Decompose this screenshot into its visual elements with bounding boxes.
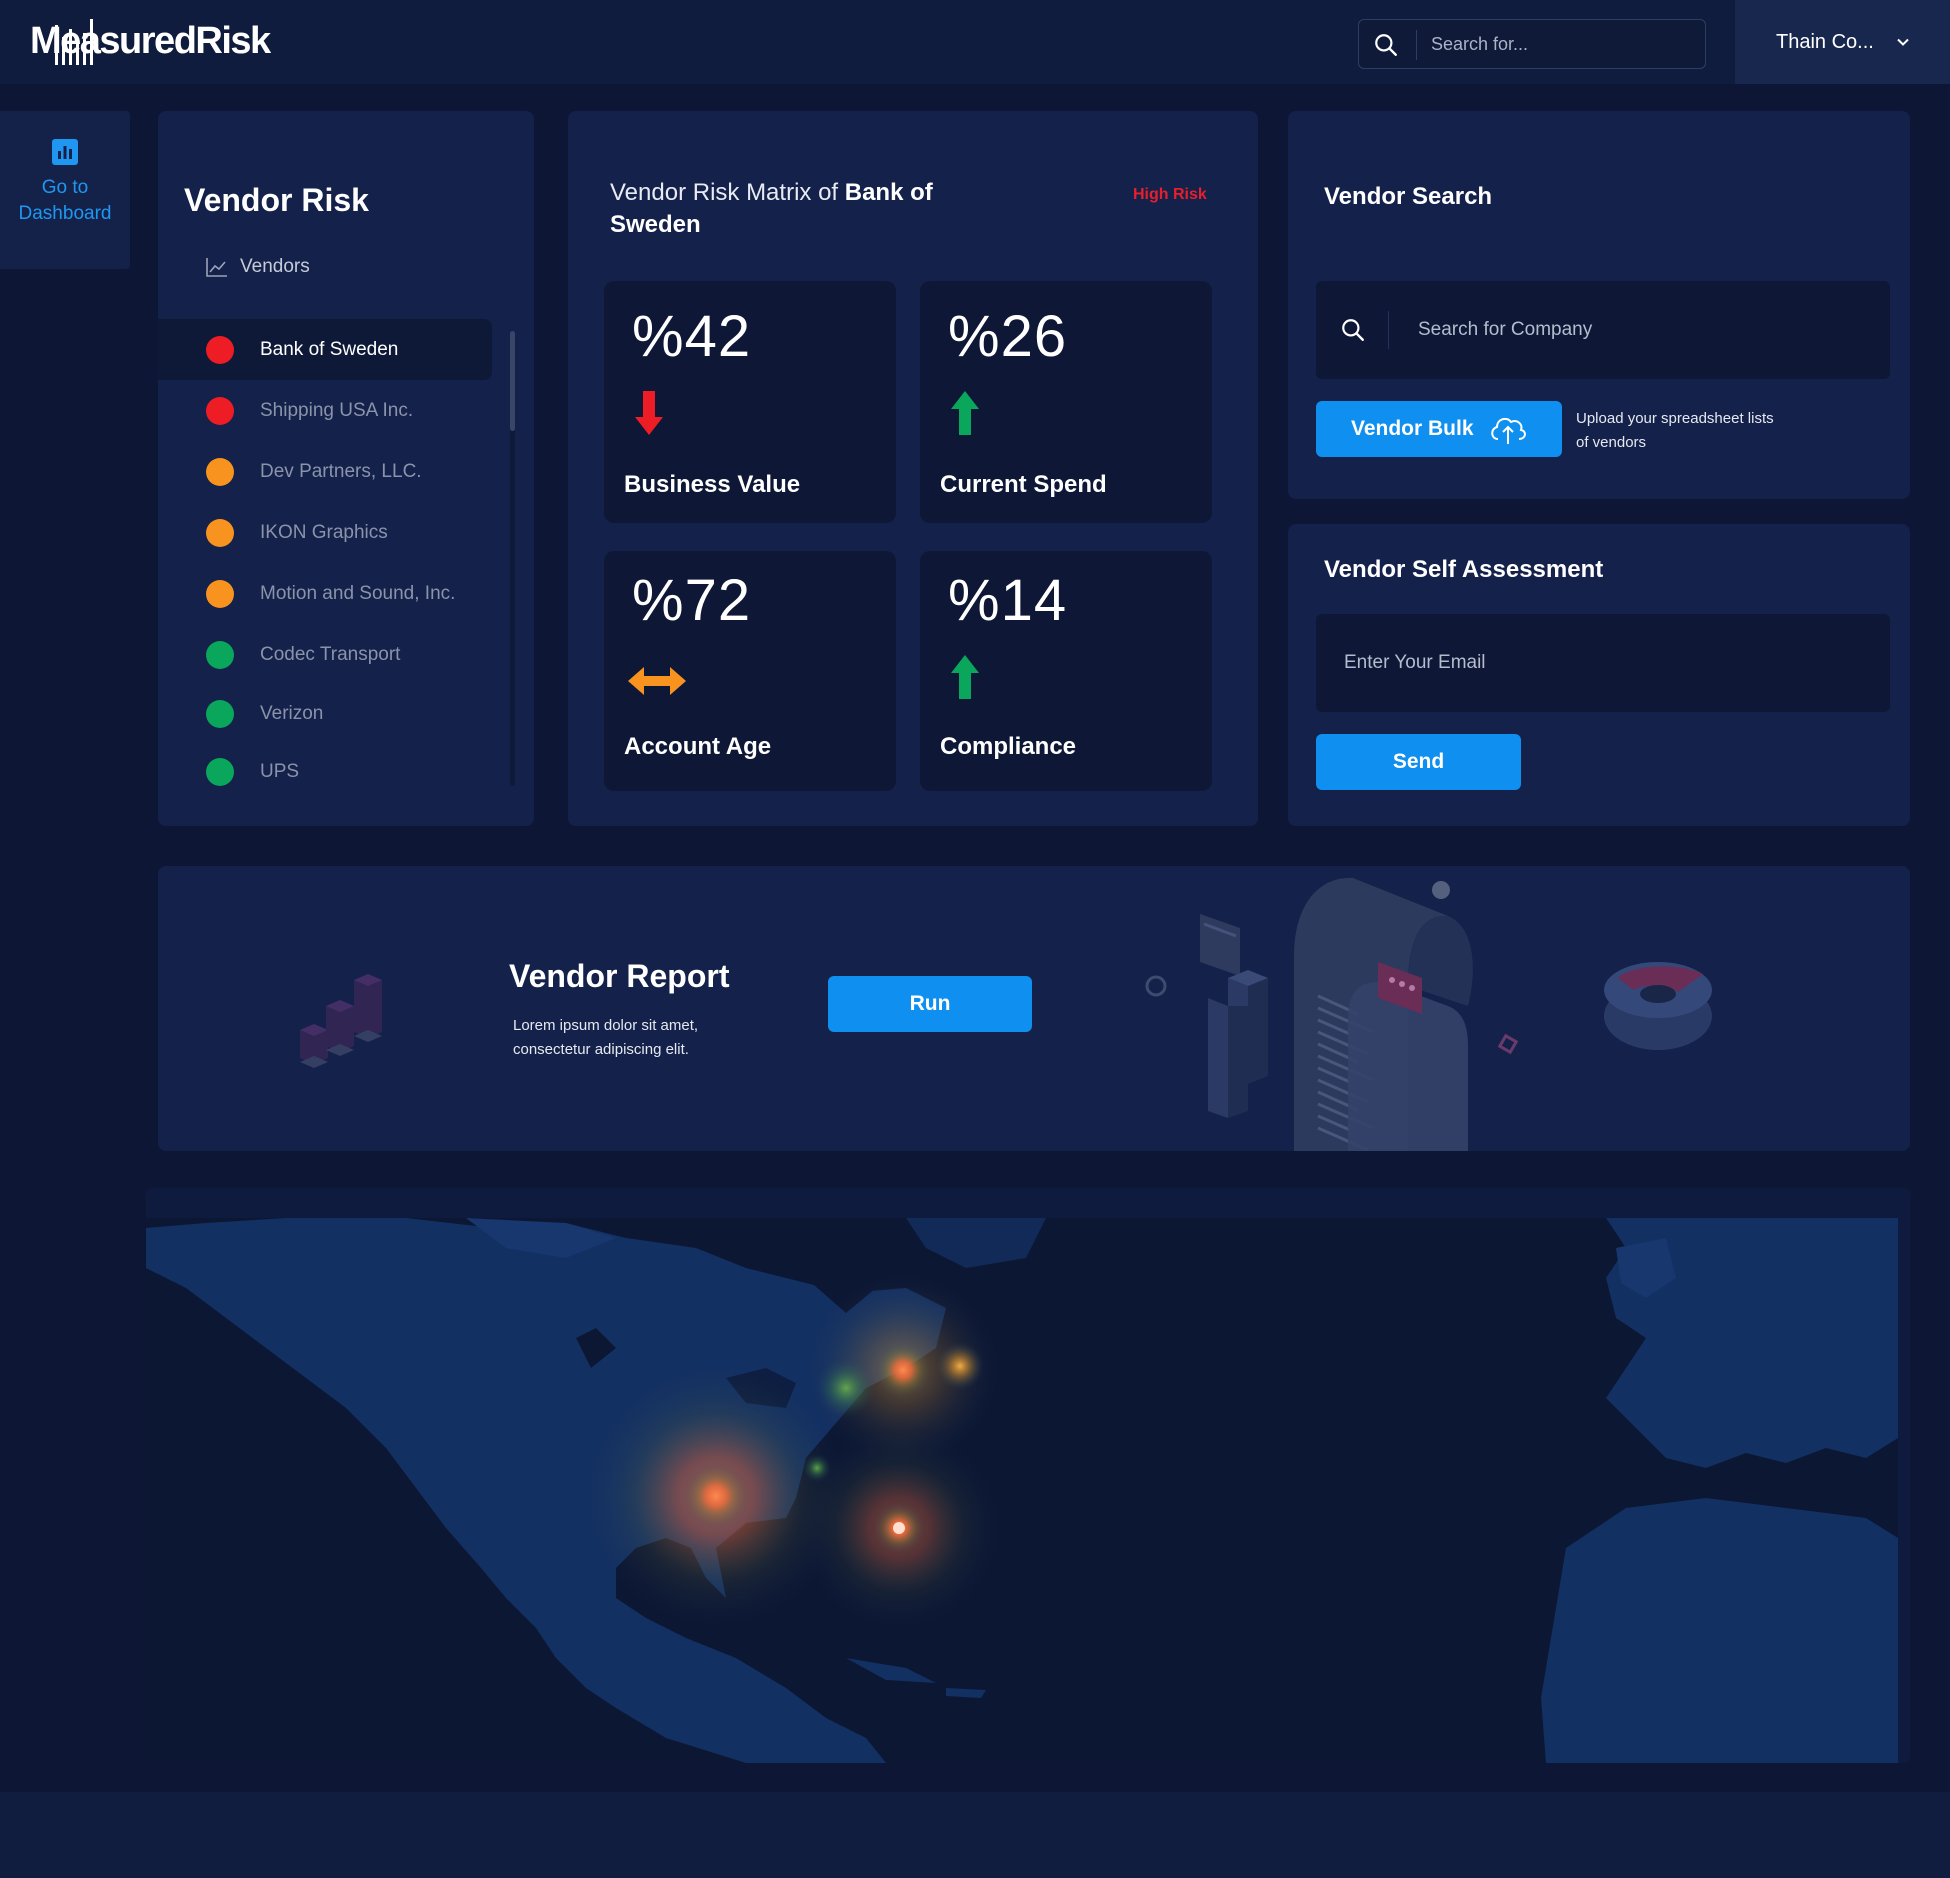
- vendor-risk-title: Vendor Risk: [184, 182, 369, 218]
- vendor-bulk-upload-button[interactable]: Vendor Bulk: [1316, 401, 1562, 457]
- risk-matrix-vendor-name: Bank of Sweden: [610, 179, 933, 238]
- arrow-up-icon: [951, 391, 979, 435]
- risk-status-dot: [206, 579, 234, 608]
- bar-chart-illustration: [300, 974, 382, 1068]
- risk-status-dot: [206, 518, 234, 547]
- risk-status-dot: [206, 640, 234, 669]
- vendor-hotspot-center: [893, 1522, 905, 1534]
- vendor-location-map[interactable]: [146, 1188, 1910, 1763]
- vendor-name: IKON Graphics: [260, 521, 388, 543]
- risk-status-dot: [206, 396, 234, 425]
- run-report-button[interactable]: Run: [828, 976, 1032, 1032]
- metric-label: Account Age: [624, 733, 772, 760]
- line-chart-icon: [206, 258, 227, 277]
- risk-matrix-title-prefix: Vendor Risk Matrix of: [610, 179, 845, 206]
- vendor-name: Bank of Sweden: [260, 338, 399, 360]
- send-button[interactable]: Send: [1316, 734, 1521, 790]
- arrow-down-icon: [635, 391, 663, 435]
- dashboard-label: Go to Dashboard: [18, 177, 112, 224]
- global-search-input[interactable]: [1429, 28, 1689, 60]
- risk-status-dot: [206, 700, 234, 728]
- north-america-shape: [146, 1218, 946, 1763]
- metric-value: %14: [948, 568, 1068, 633]
- vendor-list-item[interactable]: Dev Partners, LLC.: [158, 441, 492, 502]
- vendor-name: Verizon: [260, 703, 324, 724]
- metric-label: Compliance: [940, 733, 1077, 760]
- vendor-hotspot-core: [875, 1342, 931, 1398]
- risk-matrix-title: Vendor Risk Matrix of Bank of Sweden: [610, 177, 940, 241]
- footer: [0, 1792, 1950, 1878]
- world-map: [146, 1218, 1898, 1763]
- risk-status-dot: [206, 758, 234, 786]
- africa-shape: [1541, 1498, 1898, 1763]
- vendor-name: Shipping USA Inc.: [260, 399, 414, 421]
- vendor-list-item[interactable]: Codec Transport: [158, 624, 492, 685]
- vendor-bulk-label: Vendor Bulk: [1351, 417, 1474, 440]
- arrow-left-right-icon: [628, 667, 686, 695]
- vendor-list-item[interactable]: IKON Graphics: [158, 502, 492, 563]
- vendor-list-item[interactable]: Shipping USA Inc.: [158, 380, 492, 441]
- metric-value: %72: [632, 568, 752, 633]
- vendor-report-description: Lorem ipsum dolor sit amet, consectetur …: [513, 1017, 699, 1058]
- vendor-name: Motion and Sound, Inc.: [260, 582, 456, 604]
- metric-compliance[interactable]: %14 Compliance: [920, 551, 1212, 791]
- risk-status-dot: [206, 457, 234, 486]
- metric-account-age[interactable]: %72 Account Age: [604, 551, 896, 791]
- vendor-list-scroll-thumb[interactable]: [510, 331, 515, 431]
- search-divider: [1388, 311, 1389, 349]
- dashboard-chart-icon: [52, 139, 78, 165]
- cloud-upload-icon: [1490, 417, 1526, 444]
- vendor-risk-card: Vendor Risk Vendors Bank of Sweden Shipp…: [158, 111, 534, 826]
- risk-level-badge: High Risk: [1133, 186, 1207, 203]
- go-to-dashboard-button[interactable]: Go to Dashboard: [0, 111, 130, 269]
- user-menu[interactable]: Thain Co...: [1735, 0, 1950, 84]
- vendors-subtitle-label: Vendors: [240, 256, 310, 277]
- vendor-list-item[interactable]: Bank of Sweden: [158, 319, 492, 380]
- vendor-report-card: Vendor Report Lorem ipsum dolor sit amet…: [158, 866, 1910, 1151]
- metric-value: %26: [948, 304, 1068, 369]
- company-search-input[interactable]: [1416, 313, 1856, 347]
- vendor-name: Codec Transport: [260, 643, 401, 665]
- search-icon: [1342, 319, 1364, 341]
- search-divider: [1416, 30, 1417, 60]
- vendor-search-card: Vendor Search Vendor Bulk Upload your sp…: [1288, 111, 1910, 499]
- barcode-logo-icon: [55, 19, 93, 65]
- bulk-upload-note: Upload your spreadsheet lists of vendors: [1576, 410, 1774, 451]
- company-search[interactable]: [1316, 281, 1890, 379]
- metric-current-spend[interactable]: %26 Current Spend: [920, 281, 1212, 523]
- metric-label: Current Spend: [940, 471, 1107, 498]
- user-name: Thain Co...: [1776, 30, 1874, 53]
- risk-matrix-card: Vendor Risk Matrix of Bank of Sweden Hig…: [568, 111, 1258, 826]
- risk-status-dot: [206, 335, 234, 364]
- vendors-subtitle: Vendors: [206, 256, 310, 278]
- metric-value: %42: [632, 304, 752, 369]
- self-assessment-card: Vendor Self Assessment Send: [1288, 524, 1910, 826]
- vendor-hotspot-core: [682, 1462, 750, 1530]
- email-field[interactable]: [1316, 614, 1890, 712]
- vendor-list: Bank of Sweden Shipping USA Inc. Dev Par…: [158, 319, 492, 801]
- europe-shape: [1606, 1218, 1898, 1468]
- vendor-report-title: Vendor Report: [509, 958, 730, 994]
- vendor-list-scrollbar[interactable]: [510, 331, 515, 786]
- vendor-name: Dev Partners, LLC.: [260, 460, 422, 482]
- metric-business-value[interactable]: %42 Business Value: [604, 281, 896, 523]
- arrow-up-icon: [951, 655, 979, 699]
- metric-label: Business Value: [624, 471, 801, 498]
- chevron-down-icon: [1897, 38, 1909, 46]
- vendor-list-item[interactable]: Verizon: [158, 685, 492, 743]
- vendor-search-title: Vendor Search: [1324, 183, 1493, 210]
- self-assessment-title: Vendor Self Assessment: [1324, 556, 1604, 583]
- global-search[interactable]: [1358, 19, 1706, 69]
- search-icon: [1375, 34, 1397, 56]
- vendor-list-item[interactable]: UPS: [158, 743, 492, 801]
- vendor-hotspot: [816, 1358, 876, 1418]
- email-input[interactable]: [1342, 646, 1862, 680]
- vendor-name: UPS: [260, 761, 300, 782]
- vendor-hotspot: [936, 1342, 984, 1390]
- vendor-list-item[interactable]: Motion and Sound, Inc.: [158, 563, 492, 624]
- report-illustration: [1145, 877, 1712, 1151]
